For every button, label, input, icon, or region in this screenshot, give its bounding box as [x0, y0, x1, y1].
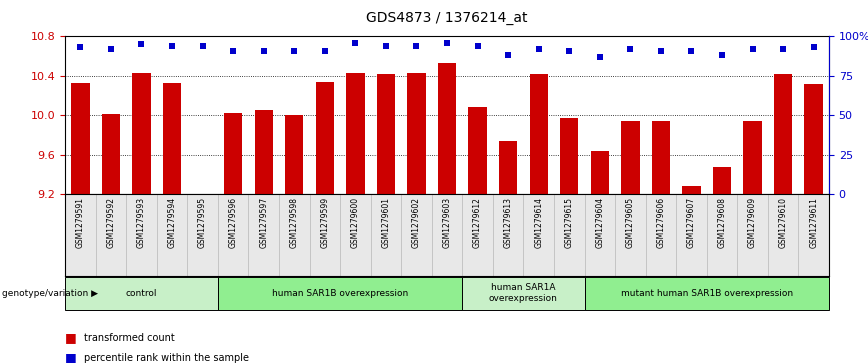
Bar [469, 107, 487, 194]
Point [776, 46, 790, 52]
Point [470, 43, 484, 49]
Bar [285, 115, 304, 194]
Text: GSM1279599: GSM1279599 [320, 197, 329, 248]
Bar [560, 118, 578, 194]
Point [410, 43, 424, 49]
Point [532, 46, 546, 52]
Point [746, 46, 760, 52]
Bar [590, 151, 609, 194]
Point [195, 43, 209, 49]
Point [685, 48, 699, 53]
Bar [71, 83, 89, 194]
Point [623, 46, 637, 52]
Text: mutant human SAR1B overexpression: mutant human SAR1B overexpression [621, 289, 792, 298]
Text: GSM1279612: GSM1279612 [473, 197, 482, 248]
Bar [407, 73, 425, 194]
Bar [224, 113, 242, 194]
Point [318, 48, 332, 53]
Bar [805, 83, 823, 194]
Text: GDS4873 / 1376214_at: GDS4873 / 1376214_at [366, 11, 528, 25]
Text: ■: ■ [65, 351, 77, 363]
Text: GSM1279593: GSM1279593 [137, 197, 146, 248]
Bar [377, 74, 395, 194]
Bar [713, 167, 731, 194]
Text: GSM1279601: GSM1279601 [381, 197, 391, 248]
Text: transformed count: transformed count [84, 333, 175, 343]
Text: ■: ■ [65, 331, 77, 344]
Bar [102, 114, 120, 194]
Text: GSM1279605: GSM1279605 [626, 197, 635, 248]
FancyBboxPatch shape [584, 277, 829, 310]
Bar [652, 121, 670, 194]
Bar [529, 74, 548, 194]
Point [257, 48, 271, 53]
Point [593, 54, 607, 60]
FancyBboxPatch shape [65, 277, 218, 310]
Text: GSM1279608: GSM1279608 [718, 197, 727, 248]
Text: percentile rank within the sample: percentile rank within the sample [84, 352, 249, 363]
Bar [682, 186, 700, 194]
Point [562, 48, 576, 53]
Point [440, 40, 454, 45]
Text: GSM1279592: GSM1279592 [107, 197, 115, 248]
Text: genotype/variation ▶: genotype/variation ▶ [2, 289, 98, 298]
Text: control: control [126, 289, 157, 298]
Text: GSM1279606: GSM1279606 [656, 197, 666, 248]
Point [287, 48, 301, 53]
Point [227, 48, 240, 53]
Point [501, 52, 515, 58]
Point [654, 48, 667, 53]
Text: GSM1279602: GSM1279602 [412, 197, 421, 248]
Point [806, 44, 820, 50]
Text: GSM1279595: GSM1279595 [198, 197, 207, 248]
Text: GSM1279614: GSM1279614 [534, 197, 543, 248]
Bar [254, 110, 273, 194]
Bar [621, 121, 640, 194]
Bar [499, 141, 517, 194]
Text: GSM1279611: GSM1279611 [809, 197, 819, 248]
Text: GSM1279603: GSM1279603 [443, 197, 451, 248]
Point [104, 46, 118, 52]
Text: human SAR1A
overexpression: human SAR1A overexpression [489, 284, 558, 303]
Text: GSM1279594: GSM1279594 [168, 197, 176, 248]
Bar [132, 73, 151, 194]
Text: GSM1279615: GSM1279615 [565, 197, 574, 248]
Text: GSM1279610: GSM1279610 [779, 197, 787, 248]
Point [348, 40, 362, 45]
FancyBboxPatch shape [463, 277, 584, 310]
FancyBboxPatch shape [218, 277, 463, 310]
Bar [316, 82, 334, 194]
Bar [437, 63, 457, 194]
Bar [743, 121, 762, 194]
Text: GSM1279596: GSM1279596 [228, 197, 238, 248]
Text: GSM1279604: GSM1279604 [595, 197, 604, 248]
Text: GSM1279598: GSM1279598 [290, 197, 299, 248]
Text: GSM1279607: GSM1279607 [687, 197, 696, 248]
Point [165, 43, 179, 49]
Point [379, 43, 393, 49]
Bar [346, 73, 365, 194]
Text: GSM1279600: GSM1279600 [351, 197, 360, 248]
Text: human SAR1B overexpression: human SAR1B overexpression [272, 289, 408, 298]
Bar [163, 83, 181, 194]
Text: GSM1279597: GSM1279597 [260, 197, 268, 248]
Text: GSM1279613: GSM1279613 [503, 197, 513, 248]
Point [135, 41, 148, 47]
Point [715, 52, 729, 58]
Point [74, 44, 88, 50]
Text: GSM1279609: GSM1279609 [748, 197, 757, 248]
Text: GSM1279591: GSM1279591 [76, 197, 85, 248]
Bar [774, 74, 792, 194]
